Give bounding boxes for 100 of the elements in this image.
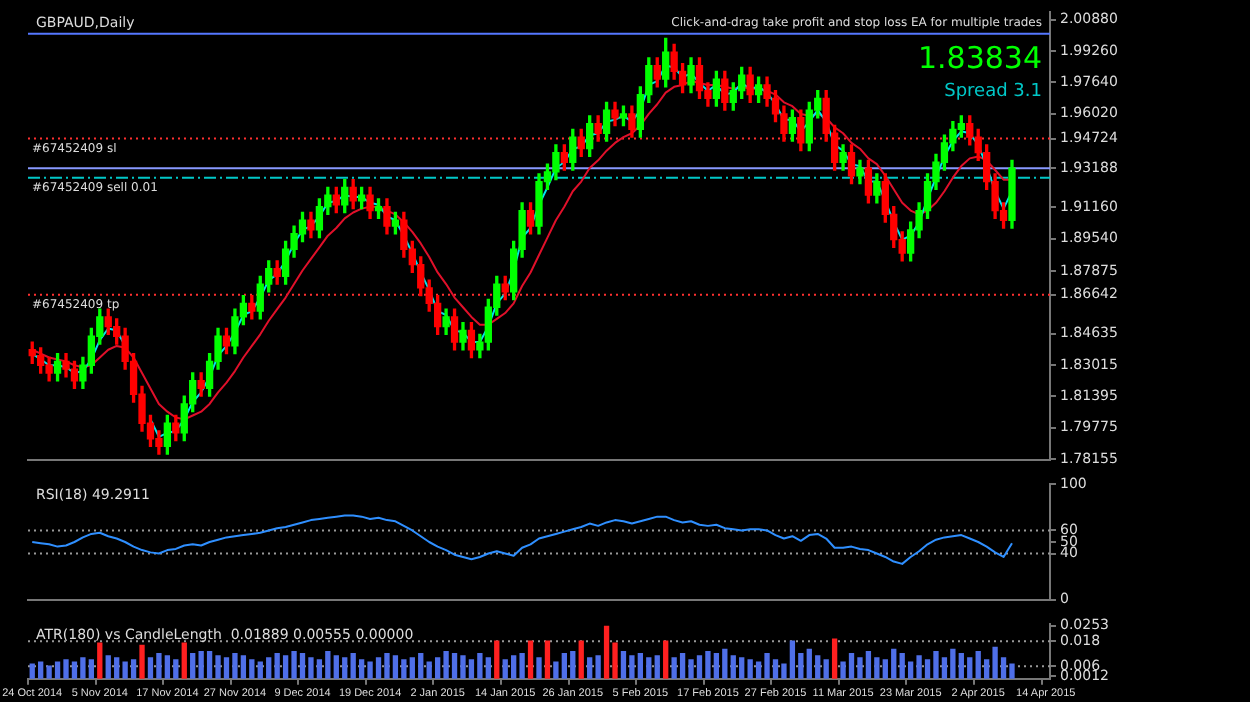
bar — [992, 646, 998, 679]
bar — [409, 657, 415, 679]
bar — [240, 655, 247, 679]
bar — [181, 642, 187, 679]
bar — [874, 657, 880, 679]
bar — [198, 650, 204, 679]
bar — [840, 661, 846, 679]
bar — [97, 642, 103, 679]
bar — [536, 657, 542, 679]
bar — [772, 659, 779, 679]
bar — [637, 653, 644, 679]
bar — [249, 659, 255, 679]
bar — [257, 661, 263, 679]
bar — [587, 657, 593, 679]
bar — [434, 657, 441, 679]
bar — [316, 659, 323, 679]
bar — [595, 655, 601, 679]
bar — [865, 650, 872, 679]
bar — [848, 653, 855, 679]
bar — [88, 659, 95, 679]
bar — [156, 653, 162, 679]
bar — [722, 648, 728, 679]
bar — [806, 648, 812, 679]
bar — [54, 661, 61, 679]
bar — [105, 655, 111, 679]
bar — [730, 655, 736, 679]
bar — [274, 653, 280, 679]
bar — [282, 655, 289, 679]
bar — [139, 644, 145, 679]
bar — [941, 657, 948, 679]
bar — [350, 653, 356, 679]
bar — [375, 657, 382, 679]
bar — [392, 655, 399, 679]
bar — [173, 659, 179, 679]
bar — [494, 640, 500, 679]
bar — [485, 657, 491, 679]
bar — [857, 657, 863, 679]
bar — [164, 655, 171, 679]
bar — [815, 655, 821, 679]
bar — [958, 653, 964, 679]
bar — [713, 653, 720, 679]
bar — [747, 659, 753, 679]
annotation: 1.83834 — [917, 40, 1042, 77]
bar — [663, 640, 669, 679]
bar — [232, 653, 238, 679]
bar — [215, 655, 221, 679]
bar — [46, 665, 52, 679]
bar — [122, 661, 128, 679]
bar — [891, 648, 897, 679]
bar — [367, 661, 373, 679]
bar — [190, 653, 196, 679]
bar — [206, 650, 213, 679]
bar — [308, 657, 314, 679]
bar — [325, 650, 331, 679]
bar — [147, 657, 154, 679]
bar — [460, 655, 466, 679]
bar — [468, 659, 475, 679]
bar — [426, 661, 432, 679]
bar — [401, 659, 407, 679]
bar — [443, 650, 449, 679]
bar — [502, 659, 508, 679]
bar — [266, 657, 272, 679]
bar — [71, 661, 78, 679]
bar — [299, 653, 306, 679]
bar — [705, 650, 711, 679]
bar — [291, 650, 297, 679]
bar — [629, 655, 635, 679]
bar — [63, 659, 69, 679]
bar — [764, 653, 770, 679]
bar — [384, 653, 390, 679]
bar — [916, 655, 922, 679]
bar — [899, 653, 905, 679]
bar — [519, 653, 525, 679]
bar — [696, 655, 703, 679]
bar — [603, 625, 610, 679]
bar — [223, 657, 230, 679]
bar — [114, 657, 120, 679]
bar — [831, 638, 838, 679]
bar — [451, 653, 458, 679]
bar — [975, 650, 981, 679]
bar — [553, 661, 559, 679]
bar — [333, 655, 339, 679]
bar — [544, 640, 551, 679]
bar — [561, 653, 567, 679]
bar — [679, 653, 686, 679]
bar — [578, 640, 584, 679]
bar — [907, 661, 914, 679]
bar — [38, 661, 44, 679]
bar — [688, 659, 694, 679]
bar — [924, 659, 931, 679]
bar — [342, 657, 348, 679]
bar — [755, 661, 762, 679]
bar — [477, 653, 483, 679]
bar — [130, 659, 137, 679]
bar — [80, 657, 86, 679]
bar — [527, 640, 534, 679]
bar — [29, 663, 35, 679]
bar — [570, 650, 576, 679]
bar — [823, 659, 829, 679]
bar — [646, 657, 652, 679]
